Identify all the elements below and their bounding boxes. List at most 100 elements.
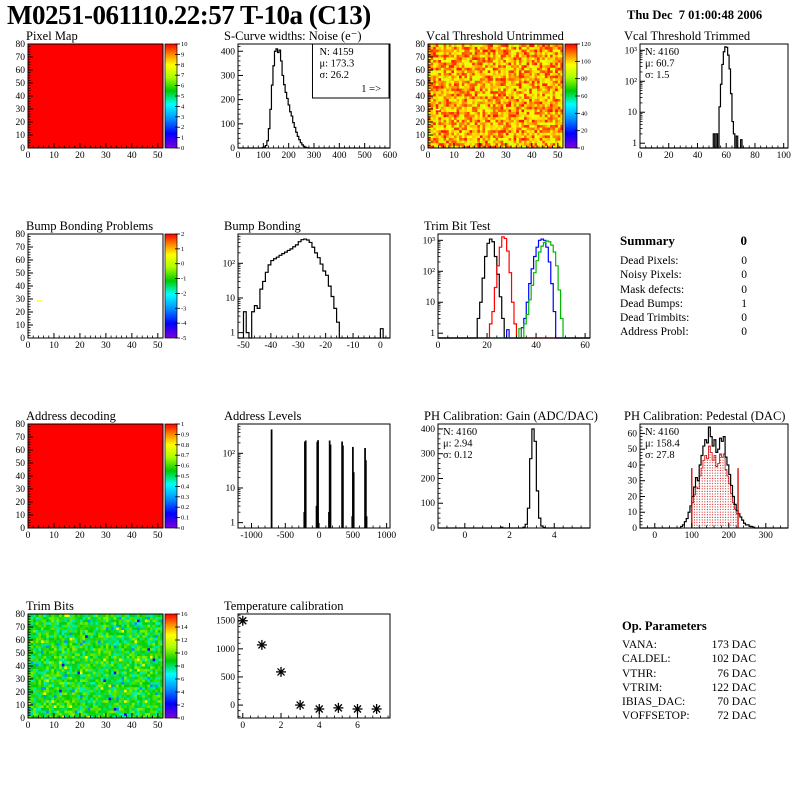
op-parameters-row-label: VTRIM: [622,681,662,695]
svg-text:-4: -4 [181,320,187,327]
svg-text:30: 30 [501,151,511,161]
svg-text:30: 30 [101,531,111,541]
svg-text:10: 10 [226,294,236,304]
svg-text:6: 6 [181,83,185,90]
svg-text:1000: 1000 [377,531,396,541]
svg-text:2: 2 [181,231,184,238]
heatmap-cells [428,44,563,148]
svg-text:20: 20 [16,118,26,128]
summary-row-label: Address Probl: [620,325,689,339]
svg-text:10²: 10² [223,449,236,459]
svg-text:70: 70 [16,433,26,443]
op-parameters-row-label: VANA: [622,638,657,652]
scatter-points [238,616,382,714]
svg-text:50: 50 [153,531,163,541]
chart-title: Address Levels [224,410,302,423]
svg-text:60: 60 [721,151,731,161]
plot-frame [238,614,390,718]
svg-text:200: 200 [221,96,236,106]
svg-text:60: 60 [16,446,26,456]
svg-text:4: 4 [552,531,557,541]
svg-text:30: 30 [101,151,111,161]
summary-row-label: Noisy Pixels: [620,268,682,282]
svg-text:80: 80 [16,40,26,50]
svg-text:0: 0 [20,144,25,154]
svg-text:-1000: -1000 [240,531,262,541]
svg-text:400: 400 [332,151,347,161]
colorbar: 00.10.20.30.40.50.60.70.80.91 [165,421,190,532]
svg-text:10: 10 [16,321,26,331]
svg-text:1: 1 [181,246,184,253]
svg-text:20: 20 [664,151,674,161]
svg-text:600: 600 [383,151,398,161]
svg-text:80: 80 [416,40,426,50]
summary-row-label: Dead Pixels: [620,254,678,268]
svg-text:300: 300 [759,531,774,541]
svg-text:1: 1 [230,519,235,529]
summary-row-label: Mask defects: [620,283,684,297]
svg-text:70: 70 [416,53,426,63]
op-parameters-header: Op. Parameters [622,619,756,634]
chart-title: Temperature calibration [224,600,344,613]
op-parameters-row-value: 173 DAC [712,638,756,652]
plot-frame [238,424,390,528]
svg-text:0: 0 [26,341,31,351]
svg-text:3: 3 [181,114,184,121]
svg-text:10: 10 [426,298,436,308]
op-parameters-row: IBIAS_DAC:70 DAC [622,695,756,709]
svg-text:40: 40 [693,151,703,161]
svg-text:10: 10 [16,511,26,521]
svg-text:80: 80 [16,420,26,430]
svg-text:0: 0 [430,524,435,534]
summary-row: Dead Pixels:0 [620,254,747,268]
stats-line: μ: 2.94 [443,439,473,450]
svg-text:120: 120 [581,41,591,48]
svg-text:50: 50 [16,269,26,279]
svg-text:10²: 10² [625,77,638,87]
series-group [238,239,390,338]
svg-text:0.9: 0.9 [181,431,189,438]
svg-text:40: 40 [16,92,26,102]
svg-text:1: 1 [181,421,184,428]
svg-text:0.3: 0.3 [181,494,189,501]
svg-text:0: 0 [436,341,441,351]
svg-text:0: 0 [652,531,657,541]
svg-text:0: 0 [236,151,241,161]
svg-text:-500: -500 [277,531,295,541]
chart-title: Address decoding [26,410,117,423]
svg-text:2: 2 [507,531,512,541]
heatmap-cells [28,234,163,338]
op-parameters-row-label: VOFFSETOP: [622,709,690,723]
svg-text:10: 10 [628,108,638,118]
svg-text:0: 0 [181,145,184,152]
stats-line: N: 4160 [443,427,477,438]
svg-text:0: 0 [317,531,322,541]
summary-row-label: Dead Bumps: [620,297,683,311]
svg-text:-50: -50 [237,341,250,351]
summary-row: Noisy Pixels:0 [620,268,747,282]
heatmap-cells [28,44,163,148]
svg-text:10: 10 [181,41,188,48]
svg-text:-20: -20 [319,341,332,351]
svg-text:400: 400 [421,425,436,435]
svg-text:80: 80 [750,151,760,161]
svg-text:0: 0 [581,145,584,152]
svg-text:30: 30 [416,105,426,115]
svg-text:40: 40 [127,151,137,161]
svg-text:1: 1 [430,329,435,339]
svg-text:0.1: 0.1 [181,515,189,522]
chart-title: Pixel Map [26,30,78,43]
stats-line: N: 4160 [645,427,679,438]
